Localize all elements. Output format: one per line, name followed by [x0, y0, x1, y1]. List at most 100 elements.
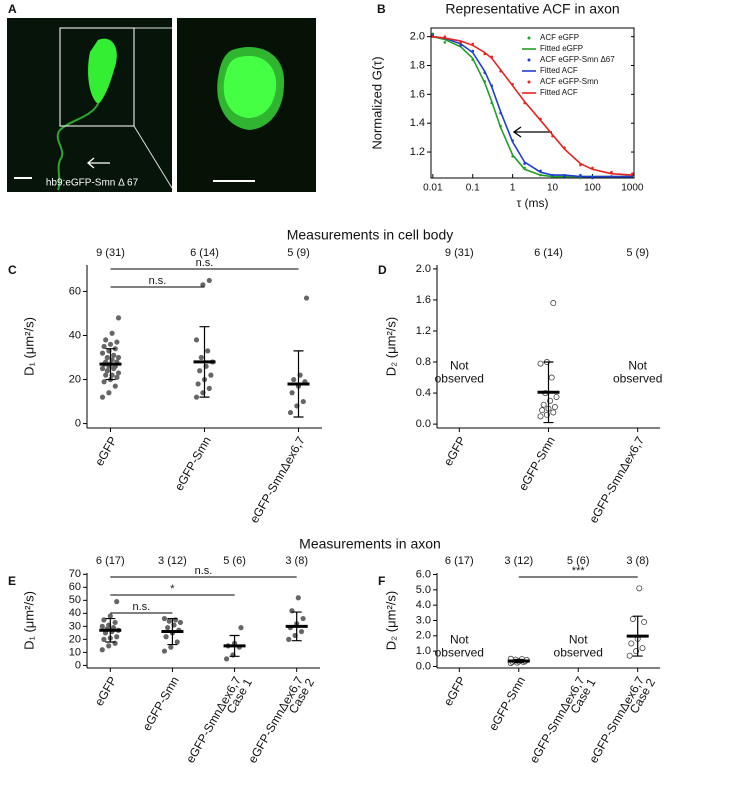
point — [163, 634, 169, 640]
y-axis-label: D₁ (μm²/s) — [21, 317, 36, 376]
point — [161, 615, 168, 622]
panel-label: A — [8, 2, 17, 16]
note: observed — [554, 646, 603, 660]
significance-label: n.s. — [196, 257, 214, 269]
image-caption: hb9:eGFP-Smn Δ 67 — [46, 178, 139, 189]
legend-label: Fitted ACF — [540, 66, 578, 75]
point — [298, 628, 305, 635]
point — [639, 645, 646, 652]
point — [537, 360, 544, 367]
y-tick-label: 2.0 — [416, 263, 431, 275]
point — [103, 372, 109, 378]
point — [205, 348, 211, 354]
n-label: 3 (8) — [285, 555, 308, 567]
point — [109, 330, 115, 336]
y-tick-label: 70 — [69, 568, 81, 580]
legend-label: ACF eGFP-Smn Δ67 — [540, 55, 615, 64]
y-tick-label: 1.8 — [410, 59, 425, 71]
y-tick-label: 6.0 — [416, 568, 431, 580]
zoom-line — [133, 125, 173, 189]
point — [107, 341, 114, 347]
point — [550, 409, 557, 416]
x-tick-label: eGFP-SmnΔex6,7 — [183, 674, 244, 766]
x-tick-label: eGFP-Smn — [140, 674, 182, 733]
n-label: 6 (14) — [534, 247, 563, 259]
y-tick-label: 5.0 — [416, 584, 431, 596]
n-label: 5 (6) — [223, 555, 246, 567]
point — [300, 615, 306, 622]
plot-frame — [430, 27, 635, 179]
note: observed — [435, 372, 484, 386]
y-tick-label: 2.0 — [410, 31, 425, 43]
fit-line — [432, 35, 633, 178]
n-label: 6 (17) — [96, 555, 125, 567]
point — [112, 383, 118, 389]
point — [287, 409, 294, 416]
image-panel: hb9:eGFP-Smn Δ 67 A — [7, 2, 316, 192]
point — [195, 381, 201, 387]
n-label: 5 (9) — [287, 247, 310, 259]
x-tick-label: eGFP — [92, 674, 120, 708]
point — [168, 644, 174, 650]
y-tick-label: 1.6 — [410, 88, 425, 100]
point — [206, 277, 212, 284]
x-tick-label: 0.1 — [466, 183, 480, 194]
point — [115, 354, 122, 361]
point — [99, 365, 106, 372]
y-axis-label: D₁ (μm²/s) — [21, 591, 36, 650]
point — [99, 350, 106, 356]
significance-label: n.s. — [132, 601, 150, 613]
x-tick-label: eGFP-SmnΔex6,7 — [527, 674, 588, 766]
significance-label: * — [170, 583, 175, 595]
significance-label: n.s. — [195, 565, 213, 577]
point — [295, 595, 301, 601]
note: Not — [450, 633, 469, 647]
n-label: 6 (17) — [445, 555, 474, 567]
panel-label: D — [378, 263, 387, 277]
panel-label: E — [8, 574, 16, 588]
panel-label: B — [377, 2, 386, 16]
y-tick-label: 0.0 — [416, 660, 431, 672]
point — [104, 368, 110, 374]
x-tick-label: eGFP-SmnΔex6,7 — [247, 434, 308, 526]
point — [193, 337, 200, 343]
y-axis-label: Normalized G(τ) — [369, 56, 384, 149]
point — [106, 390, 112, 396]
n-label: 3 (8) — [626, 555, 649, 567]
legend-label: ACF eGFP — [540, 33, 579, 42]
note: observed — [613, 372, 662, 386]
point — [101, 343, 107, 350]
y-tick-label: 1.0 — [416, 645, 431, 657]
y-tick-label: 60 — [69, 581, 81, 593]
n-label: 6 (14) — [190, 247, 219, 259]
point — [111, 352, 117, 358]
point — [104, 354, 110, 361]
chart-title: Representative ACF in axon — [445, 1, 619, 17]
x-tick-label: eGFP — [441, 674, 469, 708]
x-tick-label: 1 — [510, 183, 516, 194]
y-tick-label: 30 — [69, 620, 81, 632]
note: observed — [435, 646, 484, 660]
n-label: 9 (31) — [96, 247, 125, 259]
point — [641, 619, 648, 626]
y-tick-label: 50 — [69, 594, 81, 606]
point — [115, 370, 122, 376]
n-label: 3 (12) — [158, 555, 187, 567]
x-tick-label: 0.01 — [423, 183, 443, 194]
y-tick-label: 20 — [69, 373, 81, 385]
point — [174, 639, 180, 645]
legend-label: Fitted eGFP — [540, 44, 583, 53]
point — [166, 618, 172, 624]
n-label: 9 (31) — [445, 247, 474, 259]
point — [553, 393, 560, 400]
y-tick-label: 40 — [69, 329, 81, 341]
point — [291, 376, 297, 383]
point — [286, 636, 292, 642]
y-tick-label: 4.0 — [416, 599, 431, 611]
panel-label: F — [378, 574, 385, 588]
point — [115, 315, 122, 321]
point — [161, 648, 168, 654]
fit-line — [432, 35, 633, 176]
y-tick-label: 0.8 — [416, 356, 431, 368]
